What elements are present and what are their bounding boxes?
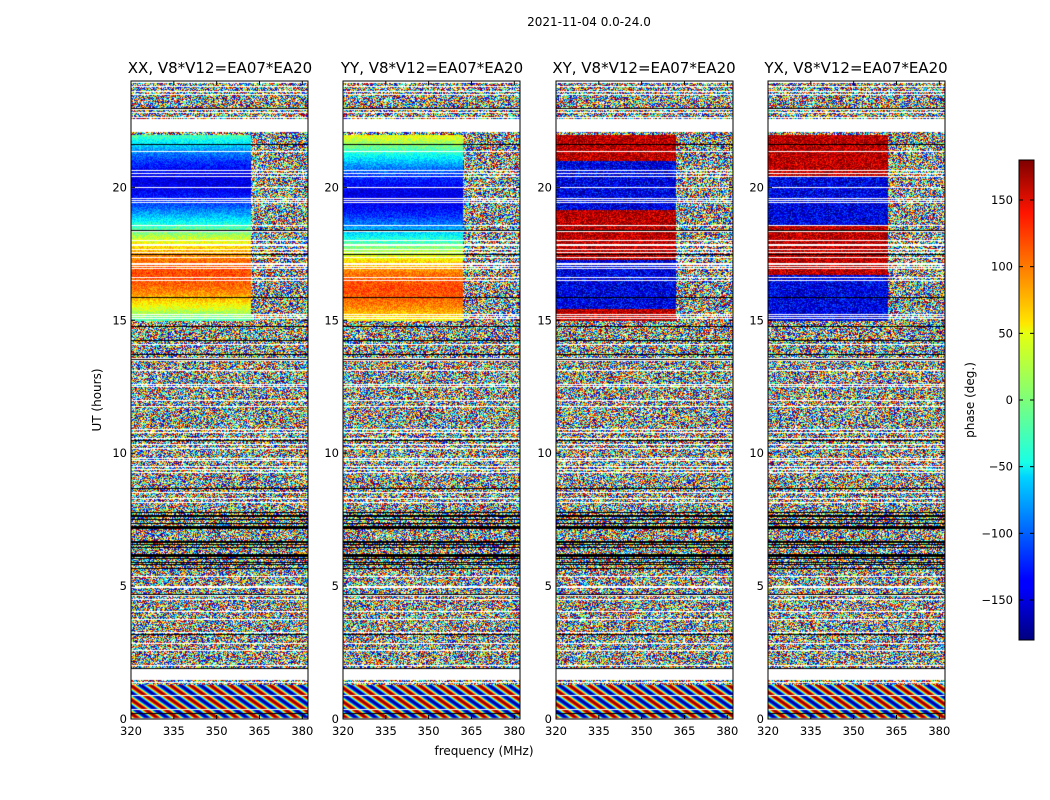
heatmap-yx [768,81,945,719]
y-tick-label: 20 [324,180,339,194]
x-ticks-xx: 320 335 350 365 380 [120,81,313,738]
y-tick-label: 10 [749,446,764,460]
x-tick-label: 350 [418,724,440,738]
colorbar-tick-label: −50 [989,460,1013,474]
y-tick-label: 20 [749,180,764,194]
y-axis-label: UT (hours) [90,368,104,431]
heatmap-xx [131,81,308,719]
colorbar-tick-label: 0 [1006,393,1013,407]
x-ticks-xy: 320 335 350 365 380 [545,81,738,738]
y-tick-label: 5 [332,579,339,593]
x-tick-label: 365 [248,724,270,738]
heatmap-yy [343,81,520,719]
y-ticks-xy: 0 5 10 15 20 [537,180,733,726]
y-ticks-xx: 0 5 10 15 20 [112,180,308,726]
panel-title-yx: YX, V8*V12=EA07*EA20 [763,59,947,77]
heatmap-xy [556,81,733,719]
y-tick-label: 0 [757,712,764,726]
y-tick-label: 15 [537,313,552,327]
y-tick-label: 0 [332,712,339,726]
axes-frame-yy [342,80,521,720]
x-axis-label: frequency (MHz) [434,744,533,758]
colorbar-tick-label: 50 [998,326,1013,340]
y-tick-label: 10 [537,446,552,460]
figure-suptitle: 2021-11-04 0.0-24.0 [527,15,651,29]
x-tick-label: 380 [291,724,313,738]
x-tick-label: 380 [928,724,950,738]
axes-frame-xy [555,80,734,720]
x-tick-label: 365 [673,724,695,738]
panel-title-xy: XY, V8*V12=EA07*EA20 [552,59,735,77]
colorbar: 150 100 50 0 −50 −100 −150 phase (deg.) [963,159,1035,641]
y-tick-label: 10 [112,446,127,460]
x-tick-label: 335 [375,724,397,738]
y-ticks-yy: 0 5 10 15 20 [324,180,520,726]
y-tick-label: 10 [324,446,339,460]
axes-frame-xx [130,80,309,720]
x-tick-label: 365 [885,724,907,738]
y-tick-label: 15 [749,313,764,327]
x-ticks-yx: 320 335 350 365 380 [757,81,950,738]
x-tick-label: 365 [460,724,482,738]
y-tick-label: 15 [112,313,127,327]
panel-title-yy: YY, V8*V12=EA07*EA20 [340,59,523,77]
x-tick-label: 320 [757,724,779,738]
y-tick-label: 20 [112,180,127,194]
y-tick-label: 0 [120,712,127,726]
y-tick-label: 0 [545,712,552,726]
y-tick-label: 15 [324,313,339,327]
colorbar-ticks: 150 100 50 0 −50 −100 −150 [981,193,1034,607]
colorbar-label: phase (deg.) [963,362,977,438]
panel-title-xx: XX, V8*V12=EA07*EA20 [128,59,312,77]
x-tick-label: 320 [120,724,142,738]
y-tick-label: 5 [120,579,127,593]
y-tick-label: 5 [757,579,764,593]
x-tick-label: 350 [843,724,865,738]
colorbar-tick-label: 100 [991,260,1013,274]
x-tick-label: 350 [206,724,228,738]
x-tick-label: 380 [716,724,738,738]
y-ticks-yx: 0 5 10 15 20 [749,180,945,726]
y-tick-label: 20 [537,180,552,194]
x-tick-label: 350 [631,724,653,738]
y-tick-label: 5 [545,579,552,593]
colorbar-tick-label: −150 [981,593,1013,607]
x-tick-label: 335 [800,724,822,738]
x-tick-label: 320 [545,724,567,738]
x-ticks-yy: 320 335 350 365 380 [332,81,525,738]
x-tick-label: 380 [503,724,525,738]
axes-frame-yx [767,80,946,720]
x-tick-label: 335 [588,724,610,738]
x-tick-label: 335 [163,724,185,738]
x-tick-label: 320 [332,724,354,738]
colorbar-tick-label: −100 [981,526,1013,540]
colorbar-tick-label: 150 [991,193,1013,207]
